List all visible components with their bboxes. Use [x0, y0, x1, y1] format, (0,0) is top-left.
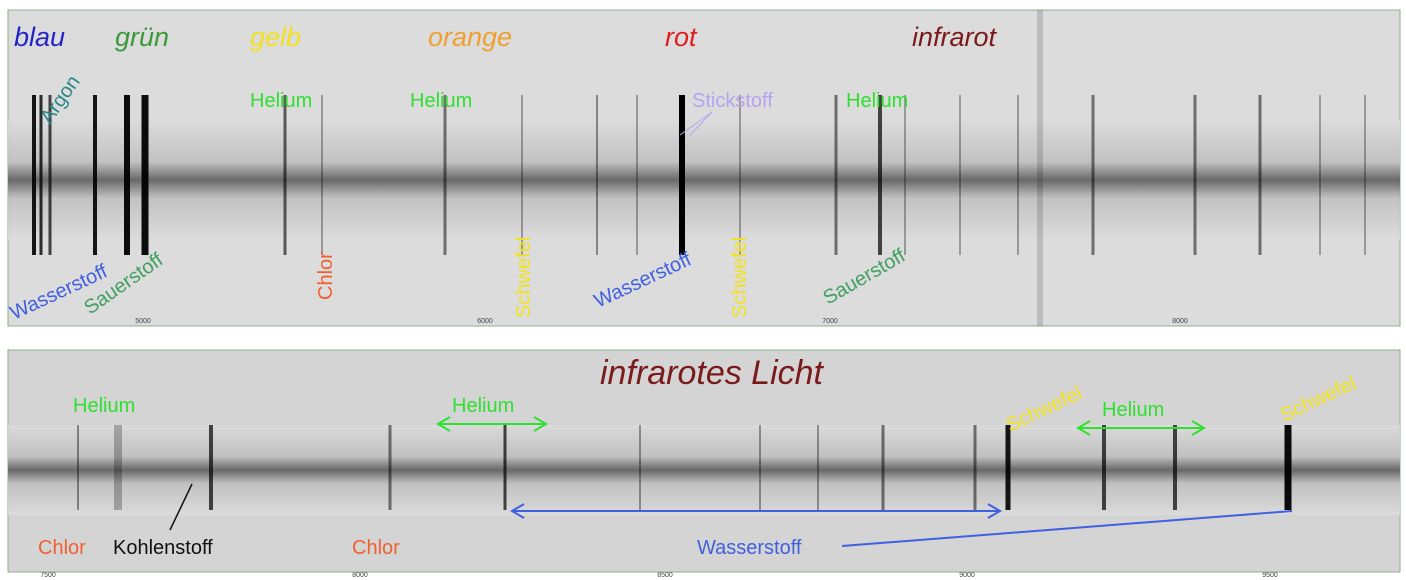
bottom-band	[8, 425, 1400, 515]
spectral-line	[636, 95, 638, 255]
spectral-line	[1092, 95, 1095, 255]
spectral-line	[639, 425, 641, 510]
spectral-line	[114, 425, 122, 510]
line-label: Kohlenstoff	[113, 537, 213, 559]
color-name: rot	[665, 22, 698, 52]
spectral-line	[77, 425, 79, 510]
spectral-line	[817, 425, 819, 510]
spectral-line	[1037, 10, 1043, 326]
line-label: Helium	[1102, 399, 1164, 421]
color-name: blau	[14, 22, 65, 52]
spectral-line	[1102, 425, 1106, 510]
top-band	[8, 120, 1400, 240]
spectral-line	[521, 95, 523, 255]
spectral-line	[389, 425, 392, 510]
spectral-line	[1173, 425, 1177, 510]
spectral-line	[209, 425, 213, 510]
spectrum-figure: blau grün gelb orange rot infrarot Argon…	[0, 0, 1406, 580]
line-label: Helium	[410, 90, 472, 112]
spectral-line	[1194, 95, 1197, 255]
spectral-line	[904, 95, 906, 255]
line-label: Schwefel	[513, 237, 535, 318]
spectral-line	[124, 95, 130, 255]
spectral-line	[32, 95, 36, 255]
panel-title: infrarotes Licht	[600, 354, 825, 392]
spectral-line	[1285, 425, 1292, 510]
spectral-line	[1259, 95, 1262, 255]
spectral-line	[739, 95, 741, 255]
axis-tick: 9000	[959, 572, 975, 579]
axis-tick: 6000	[477, 318, 493, 325]
line-label: Wasserstoff	[697, 537, 802, 559]
line-label: Chlor	[352, 537, 400, 559]
color-name: grün	[115, 22, 169, 52]
spectral-line	[444, 95, 447, 255]
spectral-line	[959, 95, 961, 255]
spectral-line	[679, 95, 685, 255]
spectral-line	[882, 425, 885, 510]
axis-tick: 8000	[352, 572, 368, 579]
spectral-line	[1006, 425, 1011, 510]
line-label: Helium	[452, 395, 514, 417]
color-name: orange	[428, 22, 512, 52]
spectral-line	[321, 95, 323, 255]
axis-tick: 8000	[1172, 318, 1188, 325]
spectral-line	[142, 95, 149, 255]
spectral-line	[504, 425, 507, 510]
color-name: gelb	[250, 22, 301, 52]
spectral-line	[835, 95, 838, 255]
spectral-line	[759, 425, 761, 510]
spectral-line	[596, 95, 598, 255]
spectral-line	[284, 95, 287, 255]
color-name: infrarot	[912, 22, 998, 52]
axis-tick: 9500	[1262, 572, 1278, 579]
axis-tick: 5000	[135, 318, 151, 325]
line-label: Helium	[846, 90, 908, 112]
axis-tick: 8500	[657, 572, 673, 579]
line-label: Schwefel	[729, 237, 751, 318]
line-label: Helium	[250, 90, 312, 112]
spectral-line	[93, 95, 97, 255]
axis-tick: 7000	[822, 318, 838, 325]
spectral-line	[1319, 95, 1321, 255]
line-label: Chlor	[315, 252, 337, 300]
spectral-line	[974, 425, 977, 510]
spectral-line	[1364, 95, 1366, 255]
line-label: Stickstoff	[692, 90, 773, 112]
axis-tick: 7500	[40, 572, 56, 579]
line-label: Helium	[73, 395, 135, 417]
spectral-line	[1017, 95, 1019, 255]
line-label: Chlor	[38, 537, 86, 559]
spectral-line	[878, 95, 882, 255]
